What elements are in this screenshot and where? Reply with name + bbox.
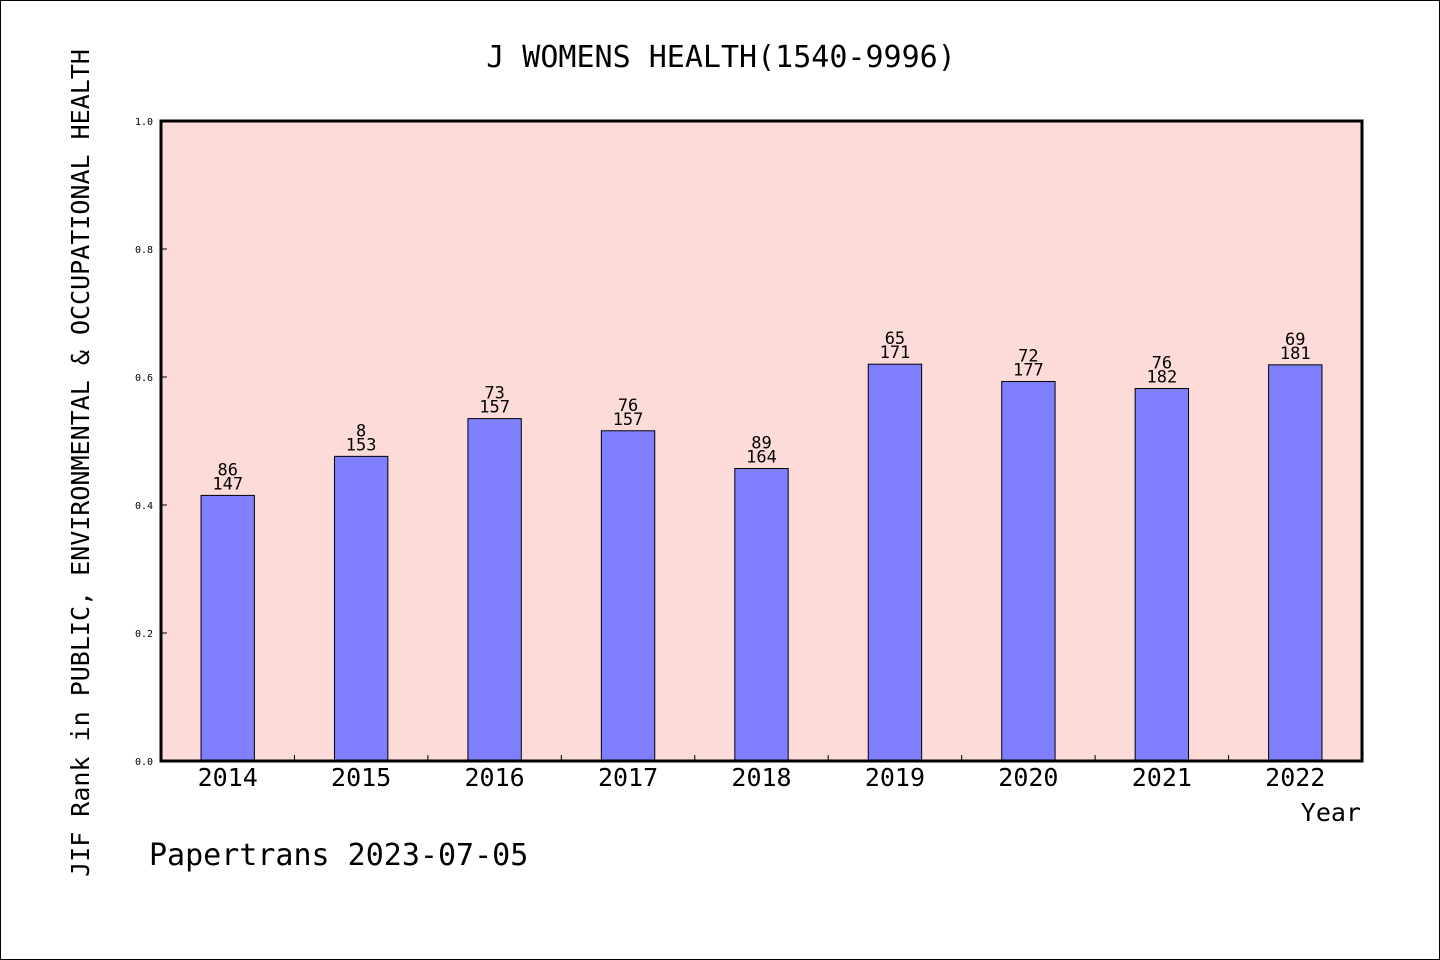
- bar-2015: [333, 455, 389, 762]
- y-axis-label: JIF Rank in PUBLIC, ENVIRONMENTAL & OCCU…: [66, 49, 95, 877]
- x-axis-ticks: 2014 2015 2016 2017 2018 2019 2020 2021 2022: [198, 755, 1325, 792]
- y-tick-label: 0.4: [135, 501, 153, 512]
- bar-2020: [1001, 380, 1056, 762]
- bar-rank-label: 65: [885, 329, 905, 349]
- x-tick-label: 2021: [1132, 763, 1192, 792]
- bar-rank-label: 69: [1285, 330, 1305, 350]
- bar-2017: [600, 430, 656, 762]
- plot-frame: [159, 119, 1364, 763]
- bar-total-label: 147: [212, 474, 243, 494]
- bar-total-label: 182: [1146, 368, 1177, 388]
- bar-total-label: 171: [880, 343, 911, 363]
- bars-group: [200, 363, 1323, 762]
- bar-2018: [734, 468, 789, 762]
- chart-title: J WOMENS HEALTH(1540-9996): [486, 40, 956, 75]
- y-tick-label: 1.0: [135, 117, 153, 128]
- bar-rank-label: 8: [356, 421, 366, 441]
- bar-total-label: 153: [346, 435, 377, 455]
- bar-rank-label: 89: [751, 434, 771, 454]
- x-tick-label: 2020: [998, 763, 1058, 792]
- bar-total-label: 157: [479, 398, 510, 418]
- x-tick-label: 2015: [331, 763, 391, 792]
- bar-total-label: 164: [746, 448, 777, 468]
- y-tick-label: 0.8: [135, 245, 153, 256]
- x-tick-label: 2018: [731, 763, 791, 792]
- bar-rank-label: 76: [1152, 354, 1172, 374]
- bar-rank-label: 76: [618, 396, 638, 416]
- x-tick-label: 2016: [465, 763, 525, 792]
- bar-2014: [200, 494, 255, 762]
- bar-2022: [1268, 364, 1323, 762]
- footer-credit: Papertrans 2023-07-05: [149, 838, 528, 873]
- x-tick-label: 2019: [865, 763, 925, 792]
- x-tick-label: 2014: [198, 763, 258, 792]
- bar-total-label: 157: [613, 410, 644, 430]
- x-axis-label: Year: [1301, 798, 1361, 827]
- x-tick-label: 2017: [598, 763, 658, 792]
- y-tick-label: 0.2: [135, 629, 153, 640]
- y-tick-label: 0.0: [135, 757, 153, 768]
- bar-2019: [867, 363, 923, 762]
- bar-2016: [467, 418, 522, 762]
- x-tick-label: 2022: [1265, 763, 1325, 792]
- bar-total-label: 181: [1280, 344, 1311, 364]
- bar-rank-label: 86: [217, 460, 237, 480]
- bar-rank-label: 72: [1018, 346, 1038, 366]
- bar-total-label: 177: [1013, 360, 1044, 380]
- y-tick-label: 0.6: [135, 373, 153, 384]
- bar-2021: [1134, 388, 1190, 762]
- bar-rank-label: 73: [484, 384, 504, 404]
